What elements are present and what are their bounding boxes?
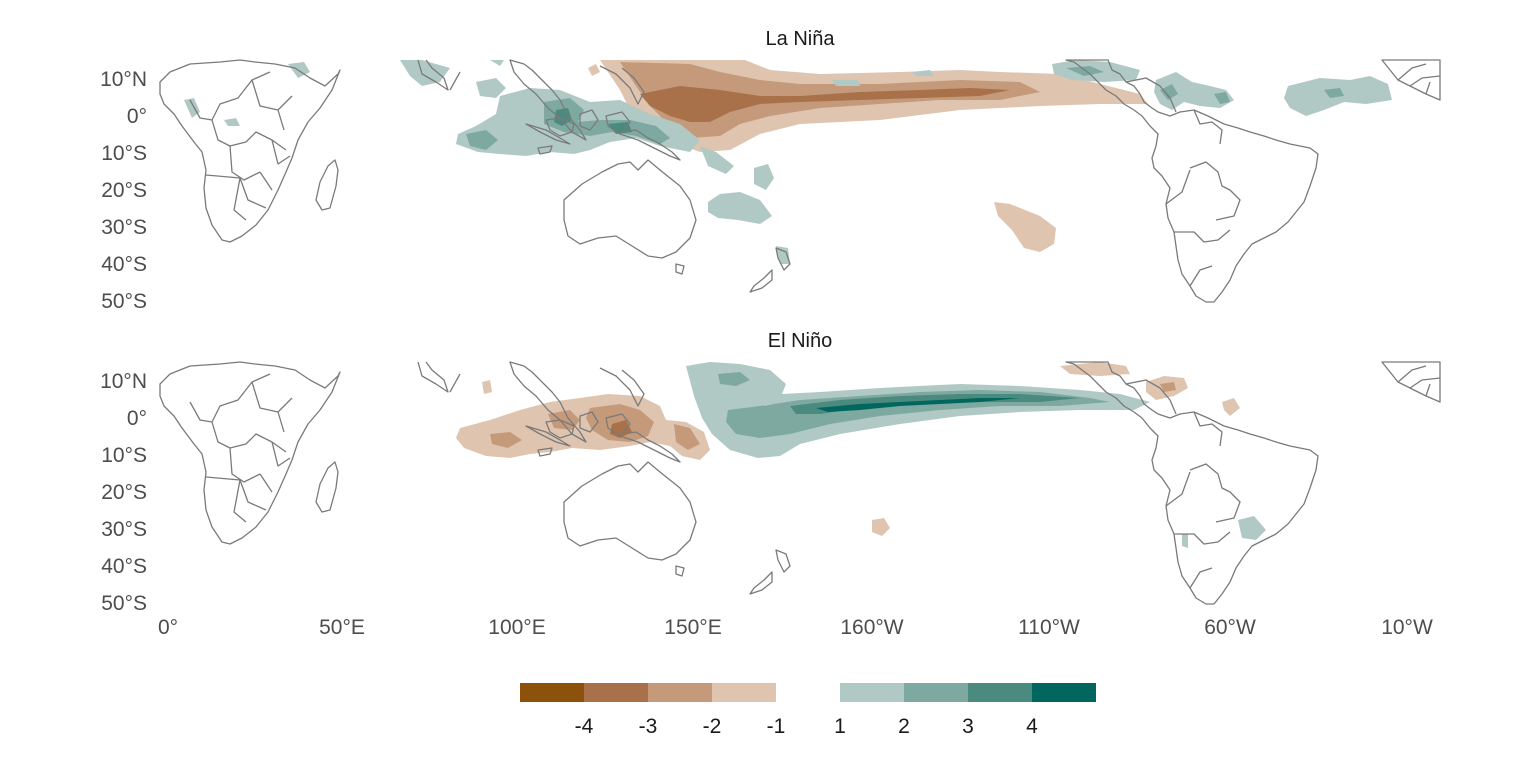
anomaly-contour	[490, 60, 504, 66]
anomaly-contour	[1324, 88, 1344, 98]
legend-swatch	[1032, 683, 1096, 702]
anomaly-fields	[456, 362, 1266, 548]
lon-tick-label: 160°W	[840, 616, 903, 639]
lon-tick-label: 10°W	[1381, 616, 1433, 639]
legend-swatch	[968, 683, 1032, 702]
anomaly-contour	[700, 146, 734, 174]
legend-swatch	[712, 683, 776, 702]
panel-la-nina: La Niña	[100, 28, 1441, 313]
anomaly-contour	[400, 60, 450, 86]
lon-tick-label: 100°E	[488, 616, 545, 639]
legend-swatch	[904, 683, 968, 702]
anomaly-contour	[1222, 398, 1240, 416]
anomaly-contour	[1160, 84, 1230, 104]
anomaly-contour	[476, 78, 506, 98]
lat-tick-label: 0°	[127, 407, 147, 430]
anomaly-contour	[184, 98, 200, 118]
legend-label: 3	[962, 715, 974, 738]
anomaly-contour	[816, 398, 1020, 412]
anomaly-contour	[708, 192, 772, 224]
lat-tick-label: 10°N	[100, 68, 147, 91]
lat-tick-label: 40°S	[101, 555, 147, 578]
color-legend: -4 -3 -2 -1 1 2 3 4	[520, 683, 1096, 738]
anomaly-contour	[762, 396, 774, 406]
anomaly-contour	[1160, 382, 1176, 392]
lat-tick-label: 40°S	[101, 253, 147, 276]
lat-tick-label: 20°S	[101, 179, 147, 202]
legend-label: -2	[703, 715, 722, 738]
lat-tick-label: 30°S	[101, 216, 147, 239]
anomaly-contour	[674, 424, 700, 450]
anomaly-contour	[466, 130, 498, 150]
lat-tick-label: 0°	[127, 105, 147, 128]
lat-tick-label: 20°S	[101, 481, 147, 504]
legend-swatch	[840, 683, 904, 702]
anomaly-contour	[872, 518, 890, 536]
lon-tick-label: 0°	[158, 616, 178, 639]
map-area	[159, 361, 1441, 605]
anomaly-contour	[718, 372, 750, 386]
lat-tick-label: 10°N	[100, 370, 147, 393]
panel-title: La Niña	[766, 28, 836, 50]
lat-tick-label: 10°S	[101, 444, 147, 467]
lon-tick-label: 50°E	[319, 616, 365, 639]
panel-el-nino: El Niño	[100, 330, 1441, 615]
anomaly-contour	[1238, 516, 1266, 540]
legend-label: 2	[898, 715, 910, 738]
anomaly-contour	[776, 246, 790, 264]
anomaly-contour	[640, 86, 1010, 122]
legend-label: -3	[639, 715, 658, 738]
lat-tick-label: 50°S	[101, 290, 147, 313]
anomaly-contour	[754, 164, 774, 190]
anomaly-fields	[184, 60, 1392, 264]
legend-label: 4	[1026, 715, 1038, 738]
anomaly-contour	[490, 432, 522, 448]
legend-swatch	[584, 683, 648, 702]
legend-swatch	[648, 683, 712, 702]
anomaly-contour	[224, 118, 240, 126]
lat-tick-label: 50°S	[101, 592, 147, 615]
anomaly-contour	[588, 64, 600, 76]
lon-tick-label: 60°W	[1204, 616, 1256, 639]
lat-tick-label: 30°S	[101, 518, 147, 541]
legend-label: 1	[834, 715, 846, 738]
anomaly-contour	[1182, 534, 1188, 548]
anomaly-contour	[482, 380, 492, 394]
anomaly-contour	[994, 202, 1056, 252]
anomaly-contour	[832, 80, 860, 86]
map-area	[159, 59, 1441, 303]
legend-label: -1	[767, 715, 786, 738]
lon-tick-label: 150°E	[664, 616, 721, 639]
lat-tick-label: 10°S	[101, 142, 147, 165]
anomaly-contour	[1154, 72, 1234, 110]
anomaly-contour	[912, 70, 934, 76]
anomaly-contour	[456, 394, 710, 460]
legend-swatch	[520, 683, 584, 702]
panel-title: El Niño	[768, 330, 832, 352]
lon-tick-label: 110°W	[1018, 616, 1080, 639]
lon-axis: 0° 50°E 100°E 150°E 160°W 110°W 60°W 10°…	[158, 616, 1433, 639]
legend-label: -4	[575, 715, 594, 738]
